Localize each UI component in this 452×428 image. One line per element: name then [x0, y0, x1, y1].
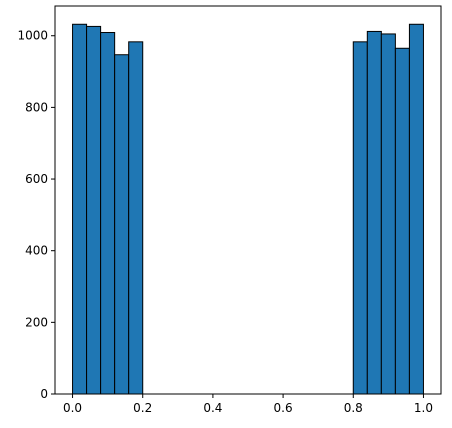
histogram-bars	[72, 23, 424, 395]
x-tick-label: 0.8	[344, 401, 363, 415]
y-tick-label: 400	[25, 244, 48, 258]
histogram-bar	[72, 23, 88, 395]
histogram-bar	[100, 32, 116, 395]
histogram-bar	[352, 41, 368, 395]
histogram-bar	[86, 25, 102, 395]
x-tick-label: 0.0	[63, 401, 82, 415]
y-tick-label: 200	[25, 315, 48, 329]
x-axis-ticks: 0.0 0.2 0.4 0.6 0.8 1.0	[63, 394, 433, 415]
y-axis-ticks: 0 200 400 600 800 1000	[17, 29, 55, 401]
x-tick-label: 0.4	[203, 401, 222, 415]
y-tick-label: 0	[40, 387, 48, 401]
histogram-bar	[394, 47, 410, 395]
x-tick-label: 1.0	[414, 401, 433, 415]
y-tick-label: 600	[25, 172, 48, 186]
x-tick-label: 0.6	[274, 401, 293, 415]
y-tick-label: 800	[25, 100, 48, 114]
y-tick-label: 1000	[17, 29, 48, 43]
histogram-bar	[408, 23, 424, 395]
histogram-bar	[114, 54, 130, 395]
x-tick-label: 0.2	[133, 401, 152, 415]
histogram-bar	[380, 33, 396, 395]
histogram-bar	[128, 41, 144, 395]
histogram-bar	[366, 30, 382, 395]
plot-frame	[54, 5, 442, 395]
